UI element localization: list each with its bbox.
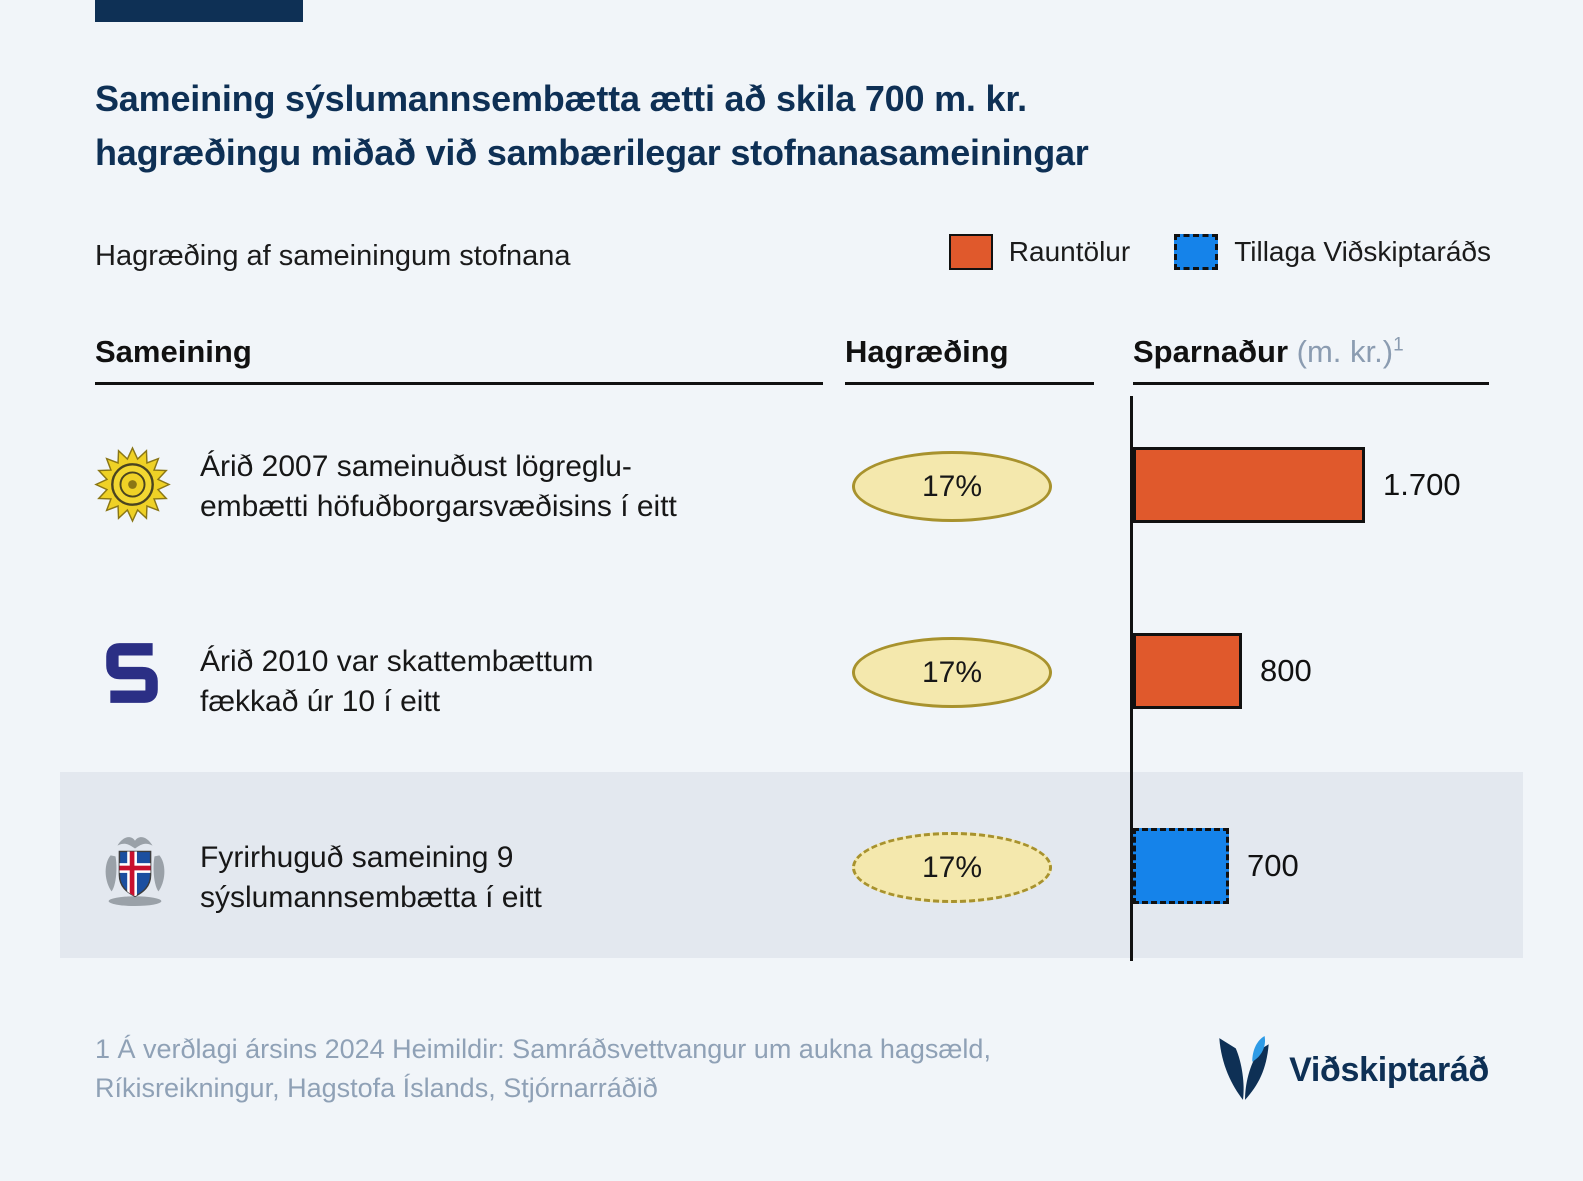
row-label: Árið 2010 var skattembættum fækkað úr 10… bbox=[200, 645, 594, 718]
efficiency-badge-proposed: 17% bbox=[852, 832, 1052, 903]
column-header-hagraeding-label: Hagræðing bbox=[845, 334, 1009, 369]
row-label: Árið 2007 sameinuðust lögreglu- embætti … bbox=[200, 450, 677, 523]
iceland-coat-of-arms-icon bbox=[96, 828, 174, 910]
row-label: Fyrirhuguð sameining 9 sýslumannsembætta… bbox=[200, 841, 542, 914]
bar-row: 800 bbox=[1133, 633, 1312, 709]
chart-subtitle: Hagræðing af sameiningum stofnana bbox=[95, 240, 571, 272]
page-title: Sameining sýslumannsembætta ætti að skil… bbox=[95, 78, 1089, 173]
legend-label-actual: Rauntölur bbox=[1008, 236, 1131, 267]
brand-name: Viðskiptaráð bbox=[1289, 1050, 1489, 1089]
vidskiptarad-logo-icon bbox=[1219, 1036, 1269, 1100]
tax-authority-icon bbox=[99, 640, 165, 706]
column-header-sparnadur-label: Sparnaður bbox=[1133, 334, 1289, 369]
legend-swatch-actual bbox=[948, 234, 993, 270]
column-header-sparnadur-unit: (m. kr.) bbox=[1288, 334, 1394, 369]
accent-bar bbox=[95, 0, 303, 22]
efficiency-value: 17% bbox=[921, 469, 983, 503]
legend-item-proposal: Tillaga Viðskiptaráðs bbox=[1174, 234, 1491, 270]
column-header-sparnadur: Sparnaður (m. kr.)1 bbox=[1133, 334, 1489, 385]
column-header-hagraeding: Hagræðing bbox=[845, 334, 1094, 385]
footnote: 1 Á verðlagi ársins 2024 Heimildir: Samr… bbox=[95, 1034, 991, 1104]
efficiency-badge: 17% bbox=[852, 451, 1052, 522]
bar-value-label: 1.700 bbox=[1383, 467, 1461, 502]
bar-actual bbox=[1133, 633, 1242, 709]
legend-label-proposal: Tillaga Viðskiptaráðs bbox=[1234, 236, 1491, 267]
efficiency-value: 17% bbox=[921, 655, 983, 689]
chart-axis-line bbox=[1130, 396, 1133, 961]
legend: Rauntölur Tillaga Viðskiptaráðs bbox=[948, 234, 1491, 270]
column-header-sparnadur-footnote-ref: 1 bbox=[1393, 334, 1404, 356]
bar-row: 700 bbox=[1133, 828, 1299, 904]
column-header-sameining: Sameining bbox=[95, 334, 823, 385]
bar-row: 1.700 bbox=[1133, 447, 1461, 523]
bar-proposal bbox=[1133, 828, 1229, 904]
bar-value-label: 800 bbox=[1260, 653, 1312, 688]
police-badge-icon bbox=[94, 446, 171, 523]
column-header-sameining-label: Sameining bbox=[95, 334, 252, 369]
efficiency-value: 17% bbox=[921, 850, 983, 884]
legend-swatch-proposal bbox=[1174, 234, 1219, 270]
bar-actual bbox=[1133, 447, 1365, 523]
bar-value-label: 700 bbox=[1247, 848, 1299, 883]
highlighted-row-background bbox=[60, 772, 1523, 958]
brand: Viðskiptaráð bbox=[1213, 1034, 1489, 1106]
efficiency-badge: 17% bbox=[852, 637, 1052, 708]
legend-item-actual: Rauntölur bbox=[948, 234, 1131, 270]
